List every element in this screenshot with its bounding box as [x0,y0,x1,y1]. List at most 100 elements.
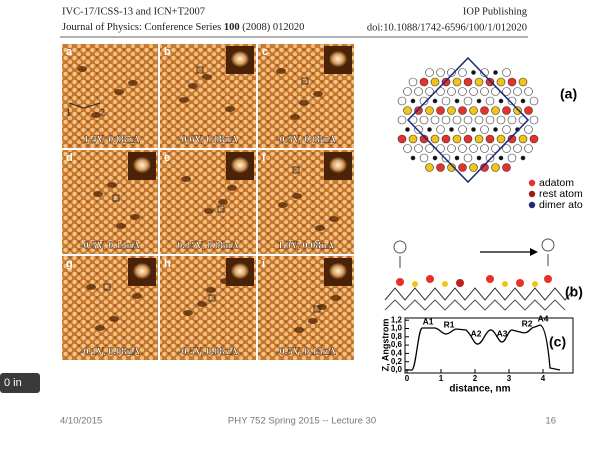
atom [519,78,527,86]
atom [459,145,467,153]
defect [227,185,237,191]
atom [404,88,412,96]
doi: doi:10.1088/1742-6596/100/1/012020 [367,22,527,33]
atom [433,156,437,160]
atom [508,78,516,86]
defect [204,208,214,214]
stm-panels: a-1.4V, 0.08nAb-0.6V, 0.08nAc-0.3V, 0.08… [62,44,354,360]
atom [514,88,522,96]
defect [107,182,117,188]
overlay-text: 0 in [4,377,22,389]
x-tick-label: 4 [541,374,546,383]
atom [464,116,472,124]
inset-blob [231,263,249,279]
atom [477,156,481,160]
header-right: IOP Publishing [463,6,528,17]
panel-caption: -0.5V, 0.08nA [178,346,238,357]
defect [202,74,212,80]
defect [93,191,103,197]
defect [331,295,341,301]
atom [497,135,505,143]
footer-page: 16 [545,416,556,427]
peak-label: R2 [522,318,533,328]
atom [415,145,423,153]
panel-label: e [164,152,170,164]
defect [197,301,207,307]
atom [442,78,450,86]
atom [406,128,410,132]
defect [183,310,193,316]
atom [486,116,494,124]
atom [431,116,439,124]
atom [481,107,489,115]
atom [459,126,467,134]
atom [453,78,461,86]
atom [420,78,428,86]
defect [313,91,323,97]
atom [404,145,412,153]
defect [181,176,191,182]
inset-blob [329,263,347,279]
atom [459,88,467,96]
atom [411,156,415,160]
atom [475,116,483,124]
atom [519,135,527,143]
atom [530,135,538,143]
atom [486,154,494,162]
inset-blob [231,157,249,173]
defect [218,199,228,205]
atom [459,107,467,115]
panel-label: g [66,258,73,270]
atom [521,99,525,103]
defect [130,214,140,220]
defect [290,114,300,120]
atom [437,164,445,172]
atom [442,135,450,143]
y-tick-label: 0,2 [391,357,403,366]
panel-caption: -0.3V, 0.08nA [276,134,336,145]
y-tick-label: 0,4 [391,349,403,358]
stm-image [62,44,158,148]
inset-blob [231,51,249,67]
atom [530,97,538,105]
inset-blob [329,51,347,67]
peak-label: A1 [423,316,434,326]
panel-caption: -0.5V, 0.15nA [276,346,336,357]
x-tick-label: 0 [405,374,410,383]
slide: IVC-17/ICSS-13 and ICN+T2007 IOP Publish… [0,0,594,444]
defect [188,83,198,89]
atom [442,116,450,124]
legend-swatch [529,191,535,197]
atom [472,71,476,75]
structure-label: (a) [560,86,577,102]
atom [481,145,489,153]
atom [508,116,516,124]
panel-label: d [66,152,73,164]
atom [470,107,478,115]
atom [442,97,450,105]
profile-label: (c) [549,334,566,350]
inset-blob [133,157,151,173]
atom [464,154,472,162]
peak-label: A4 [538,313,549,323]
atom [497,78,505,86]
atom [503,126,511,134]
atom [455,99,459,103]
atom [450,128,454,132]
defect [109,316,119,322]
atom [415,88,423,96]
atom [448,107,456,115]
defect [179,97,189,103]
y-tick-label: 0,6 [391,340,403,349]
atom [437,107,445,115]
atom [503,107,511,115]
atom [486,135,494,143]
defect [299,100,309,106]
atom [459,69,467,77]
atom [481,126,489,134]
atom [472,128,476,132]
panel-label: h [164,258,171,270]
atom [470,88,478,96]
panel-label: f [262,152,266,164]
atom [433,99,437,103]
